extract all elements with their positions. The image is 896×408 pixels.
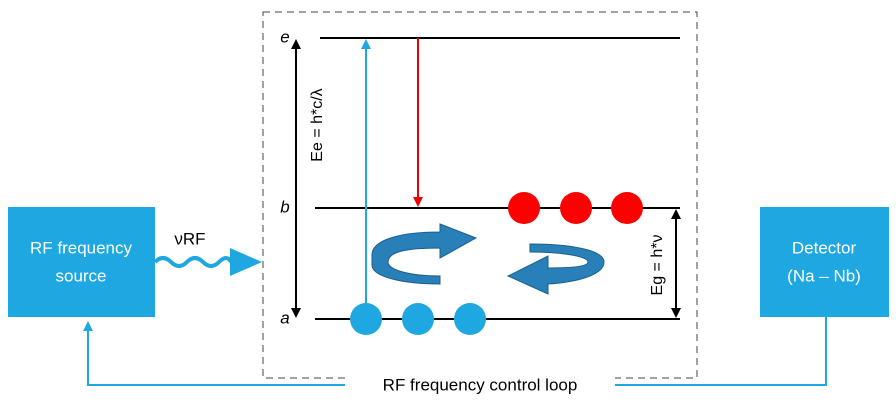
signal-label: νRF: [174, 229, 205, 248]
loop-label-bg: [345, 375, 615, 395]
detector-box: [760, 207, 889, 317]
level-label: e: [280, 27, 289, 46]
level-label: b: [280, 197, 289, 216]
atom: [402, 303, 434, 335]
atom: [350, 303, 382, 335]
source-box: [8, 207, 155, 317]
atom: [611, 192, 643, 224]
source-label: RF frequency: [30, 238, 133, 257]
cell-box: [262, 11, 698, 379]
rf-wave: [153, 256, 233, 268]
cycle-arrow: [371, 223, 478, 285]
ee-label: Ee = h*c/λ: [309, 88, 326, 161]
detector-label: Detector: [792, 238, 857, 257]
rf-arrowhead: [230, 248, 262, 276]
eg-label: Eg = h*ν: [649, 235, 666, 296]
atom: [454, 303, 486, 335]
atom: [560, 192, 592, 224]
loop-label: RF frequency control loop: [383, 375, 578, 394]
source-label: source: [55, 266, 106, 285]
atom: [508, 192, 540, 224]
cycle-arrow: [506, 243, 605, 295]
detector-label: (Na – Nb): [787, 266, 861, 285]
level-label: a: [280, 308, 289, 327]
